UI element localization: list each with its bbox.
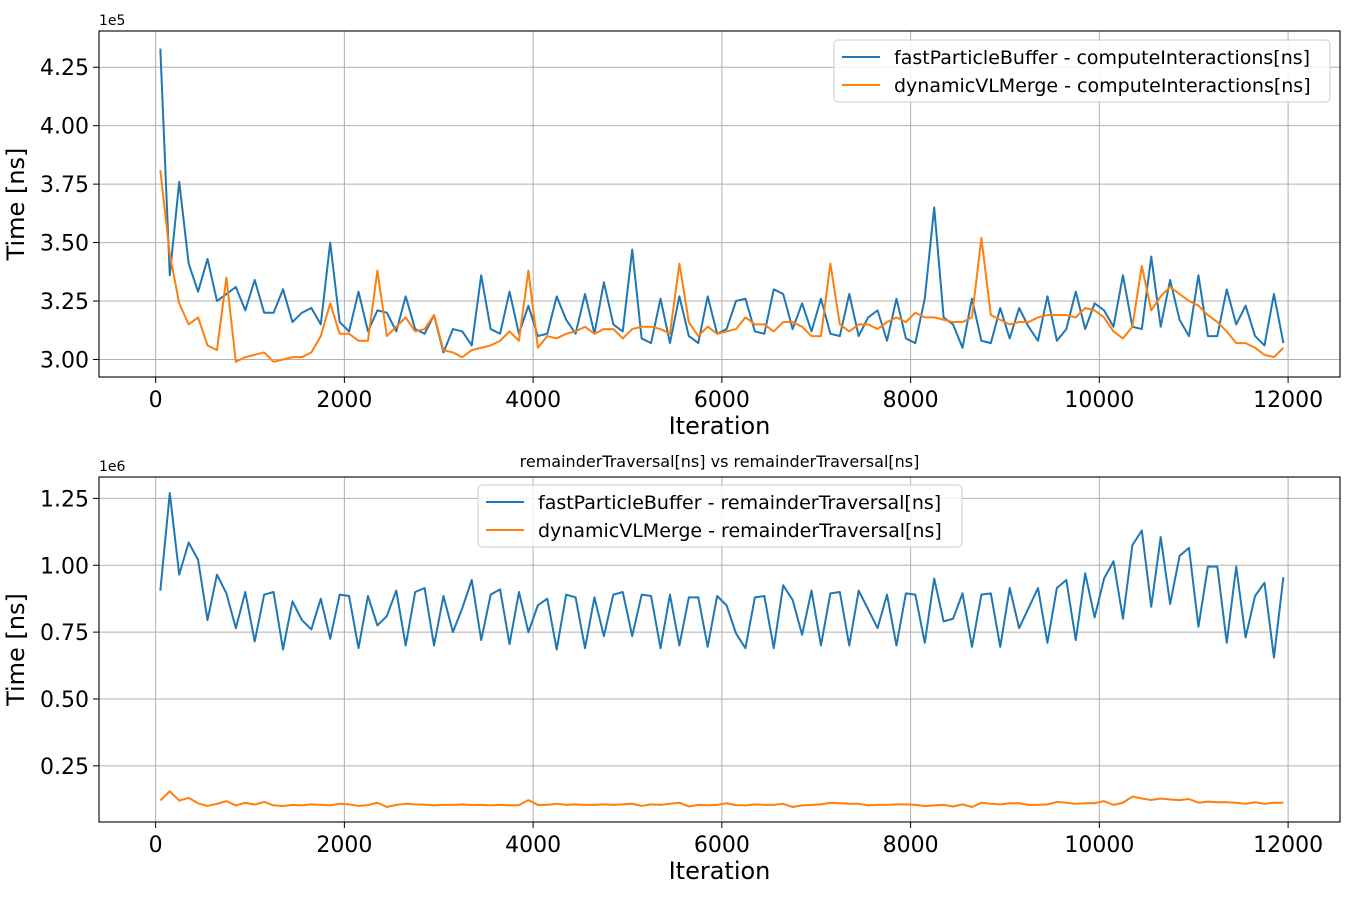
y-axis-label: Time [ns] [2,148,30,262]
y-tick-label: 4.25 [40,56,89,81]
y-tick-label: 3.00 [40,348,89,373]
x-tick-label: 12000 [1253,833,1323,858]
y-tick-label: 3.25 [40,290,89,315]
legend-entry-0: fastParticleBuffer - remainderTraversal[… [538,492,941,514]
x-tick-label: 0 [149,833,163,858]
x-tick-label: 2000 [316,833,372,858]
legend-box [477,484,963,548]
bottom-chart-panel: 0 2000 4000 6000 8000 10000 12000 0.25 0.50 0.75 1… [2,452,1341,885]
x-tick-label: 6000 [694,833,750,858]
series-line-1 [159,790,1284,809]
x-tick-label: 4000 [505,833,561,858]
x-tick-label: 2000 [316,388,372,413]
y-axis-label: Time [ns] [2,593,30,707]
legend-entry-1: dynamicVLMerge - remainderTraversal[ns] [538,520,942,542]
y-tick-label: 3.75 [40,173,89,198]
legend-box [833,39,1331,103]
legend: fastParticleBuffer - computeInteractions… [833,39,1331,103]
plot-frame [98,30,1341,378]
y-offset-label: 1e6 [99,459,126,475]
y-tick-label: 4.00 [40,115,89,140]
x-tick-label: 0 [149,388,163,413]
series-line-1 [159,169,1285,363]
x-tick-label: 8000 [883,833,939,858]
x-tick-label: 4000 [505,388,561,413]
x-tick-label: 8000 [883,388,939,413]
x-axis-label: Iteration [669,857,771,885]
y-tick-label: 0.75 [40,621,89,646]
chart-title: remainderTraversal[ns] vs remainderTrave… [520,452,920,471]
y-tick-label: 0.50 [40,688,89,713]
legend: fastParticleBuffer - remainderTraversal[… [477,484,963,548]
x-tick-label: 10000 [1064,388,1134,413]
x-axis-label: Iteration [669,412,771,440]
y-tick-label: 1.25 [40,487,89,512]
y-tick-label: 3.50 [40,232,89,257]
y-tick-label: 0.25 [40,755,89,780]
series-line-0 [159,48,1285,354]
legend-entry-0: fastParticleBuffer - computeInteractions… [894,47,1310,69]
legend-entry-1: dynamicVLMerge - computeInteractions[ns] [894,75,1311,97]
series-line-0 [159,492,1285,659]
top-chart-panel: 0 2000 4000 6000 8000 10000 12000 3.00 3.25 3.50 3… [2,13,1341,440]
y-offset-label: 1e5 [99,13,125,29]
x-tick-label: 12000 [1253,388,1323,413]
plot-frame [98,476,1341,823]
y-tick-label: 1.00 [40,554,89,579]
x-tick-label: 6000 [694,388,750,413]
x-tick-label: 10000 [1064,833,1134,858]
